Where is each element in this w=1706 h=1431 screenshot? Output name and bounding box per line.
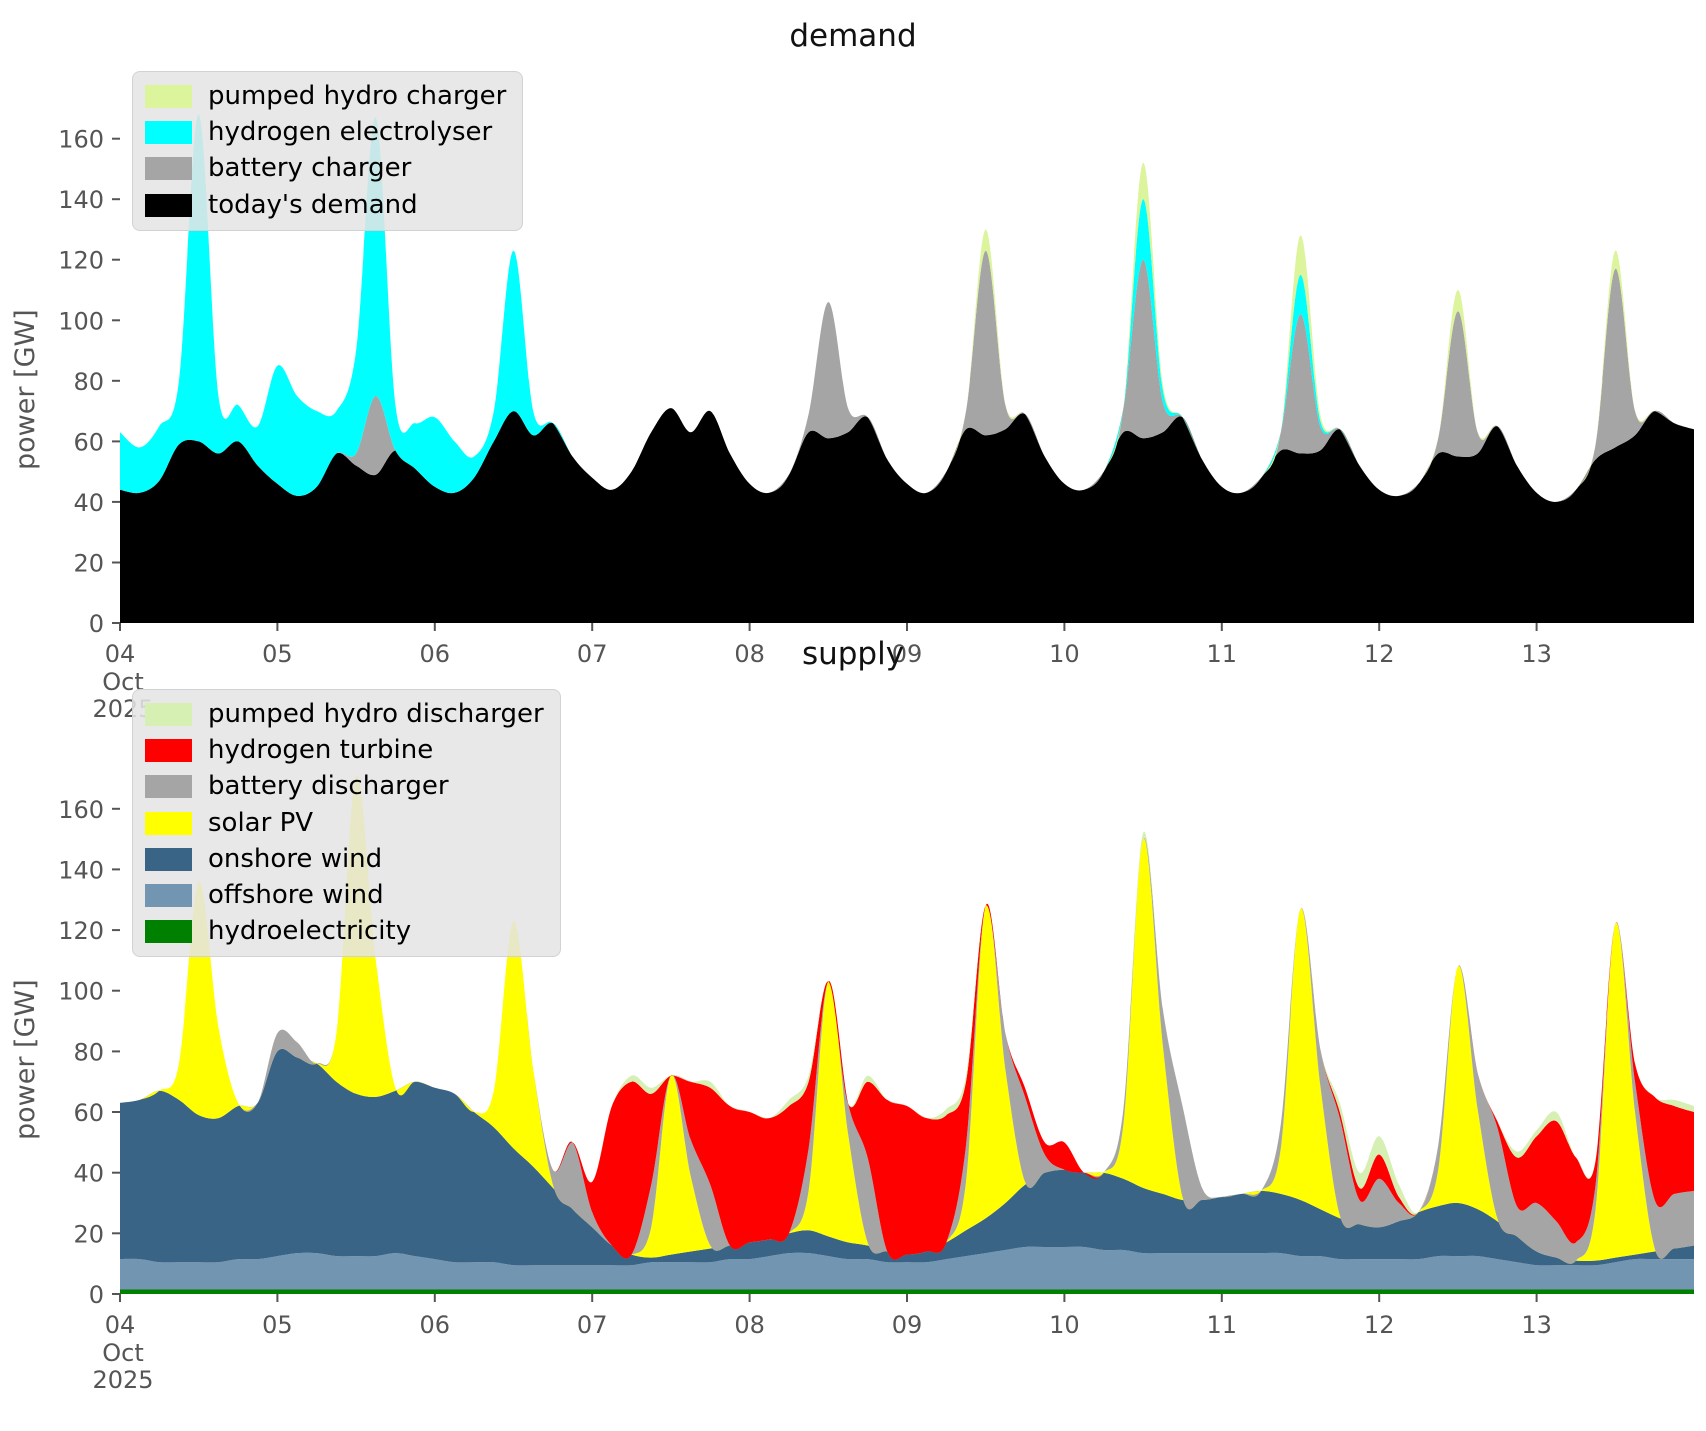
demand-y-tick-label: 60: [73, 428, 104, 456]
demand-x-tick-label: 06: [420, 640, 451, 668]
today-s-demand-swatch-icon: [145, 193, 192, 217]
supply-chart-title: supply: [801, 636, 905, 672]
supply-y-tick-label: 80: [73, 1038, 104, 1066]
supply-plot-area: [120, 774, 1694, 1294]
legend-item-label: hydroelectricity: [208, 916, 412, 947]
solar-PV-swatch-icon: [145, 811, 192, 835]
supply-series-solar-PV: [120, 774, 1694, 1264]
legend-item: battery charger: [145, 153, 506, 184]
demand-series-today-s-demand: [120, 408, 1694, 623]
hydroelectricity-swatch-icon: [145, 920, 192, 944]
demand-y-tick-label: 20: [73, 550, 104, 578]
supply-y-tick-label: 120: [58, 917, 104, 945]
pumped-hydro-discharger-swatch-icon: [145, 703, 192, 727]
demand-x-tick-label: 09: [892, 640, 923, 668]
supply-y-axis-label: power [GW]: [10, 979, 41, 1140]
hydrogen-electrolyser-swatch-icon: [145, 121, 192, 145]
supply-x-tick-label: 10: [1049, 1311, 1080, 1339]
legend-item: hydroelectricity: [145, 916, 544, 947]
supply-x-tick-label: 04: [105, 1311, 136, 1339]
demand-x-tick-label: 13: [1521, 640, 1552, 668]
supply-x-origin-sublabel: Oct: [102, 1339, 144, 1367]
legend-item: today's demand: [145, 190, 506, 221]
demand-series-hydrogen-electrolyser: [120, 114, 1694, 502]
demand-y-axis-label: power [GW]: [10, 309, 41, 470]
supply-y-tick-label: 100: [58, 978, 104, 1006]
legend-item-label: hydrogen turbine: [208, 735, 434, 766]
demand-series-battery-charger: [120, 250, 1694, 502]
legend-item: hydrogen electrolyser: [145, 117, 506, 148]
supply-series-onshore-wind: [120, 1048, 1694, 1266]
supply-x-tick-label: 11: [1207, 1311, 1238, 1339]
legend-item: hydrogen turbine: [145, 735, 544, 766]
demand-plot-area: [120, 114, 1694, 623]
demand-chart-title: demand: [789, 18, 917, 54]
legend-item-label: solar PV: [208, 807, 314, 838]
supply-x-tick-label: 05: [262, 1311, 293, 1339]
supply-series-hydrogen-turbine: [120, 774, 1694, 1260]
legend-item: battery discharger: [145, 771, 544, 802]
supply-y-tick-label: 20: [73, 1220, 104, 1248]
demand-x-tick-label: 11: [1207, 640, 1238, 668]
hydrogen-turbine-swatch-icon: [145, 739, 192, 763]
demand-y-tick-label: 100: [58, 307, 104, 335]
legend-item-label: battery charger: [208, 153, 412, 184]
demand-y-tick-label: 0: [89, 610, 104, 638]
legend-item-label: hydrogen electrolyser: [208, 117, 493, 148]
legend-item: onshore wind: [145, 844, 544, 875]
supply-x-tick-label: 12: [1364, 1311, 1395, 1339]
demand-y-tick-label: 120: [58, 247, 104, 275]
demand-x-tick-label: 07: [577, 640, 608, 668]
legend-item-label: battery discharger: [208, 771, 449, 802]
supply-x-tick-label: 06: [420, 1311, 451, 1339]
offshore-wind-swatch-icon: [145, 884, 192, 908]
supply-x-tick-label: 13: [1521, 1311, 1552, 1339]
battery-charger-swatch-icon: [145, 157, 192, 181]
demand-y-tick-label: 80: [73, 368, 104, 396]
supply-series-offshore-wind: [120, 1246, 1694, 1290]
supply-y-tick-label: 0: [89, 1281, 104, 1309]
legend-item: solar PV: [145, 808, 544, 839]
supply-y-tick-label: 160: [58, 796, 104, 824]
supply-x-tick-label: 09: [892, 1311, 923, 1339]
demand-x-tick-label: 04: [105, 640, 136, 668]
legend-item-label: pumped hydro discharger: [208, 699, 544, 729]
legend-item: pumped hydro charger: [145, 81, 506, 112]
demand-legend: pumped hydro charger hydrogen electrolyse…: [132, 71, 524, 231]
supply-x-tick-label: 08: [734, 1311, 765, 1339]
supply-legend: pumped hydro discharger hydrogen turbine b…: [132, 689, 561, 958]
legend-item-label: today's demand: [208, 189, 418, 220]
supply-x-origin-sublabel: 2025: [92, 1366, 153, 1394]
supply-y-tick-label: 40: [73, 1160, 104, 1188]
supply-series-battery-discharger: [120, 774, 1694, 1264]
demand-x-tick-label: 08: [734, 640, 765, 668]
demand-x-tick-label: 10: [1049, 640, 1080, 668]
supply-y-tick-label: 60: [73, 1099, 104, 1127]
legend-item: pumped hydro discharger: [145, 699, 544, 730]
demand-x-tick-label: 05: [262, 640, 293, 668]
onshore-wind-swatch-icon: [145, 847, 192, 871]
battery-discharger-swatch-icon: [145, 775, 192, 799]
legend-item-label: onshore wind: [208, 843, 383, 874]
demand-x-tick-label: 12: [1364, 640, 1395, 668]
supply-x-tick-label: 07: [577, 1311, 608, 1339]
demand-y-tick-label: 160: [58, 126, 104, 154]
legend-item: offshore wind: [145, 880, 544, 911]
demand-y-tick-label: 40: [73, 489, 104, 517]
legend-item-label: offshore wind: [208, 879, 384, 910]
supply-y-tick-label: 140: [58, 856, 104, 884]
demand-y-tick-label: 140: [58, 186, 104, 214]
legend-item-label: pumped hydro charger: [208, 81, 507, 111]
supply-series-hydroelectricity: [120, 1289, 1694, 1294]
pumped-hydro-charger-swatch-icon: [145, 85, 192, 109]
